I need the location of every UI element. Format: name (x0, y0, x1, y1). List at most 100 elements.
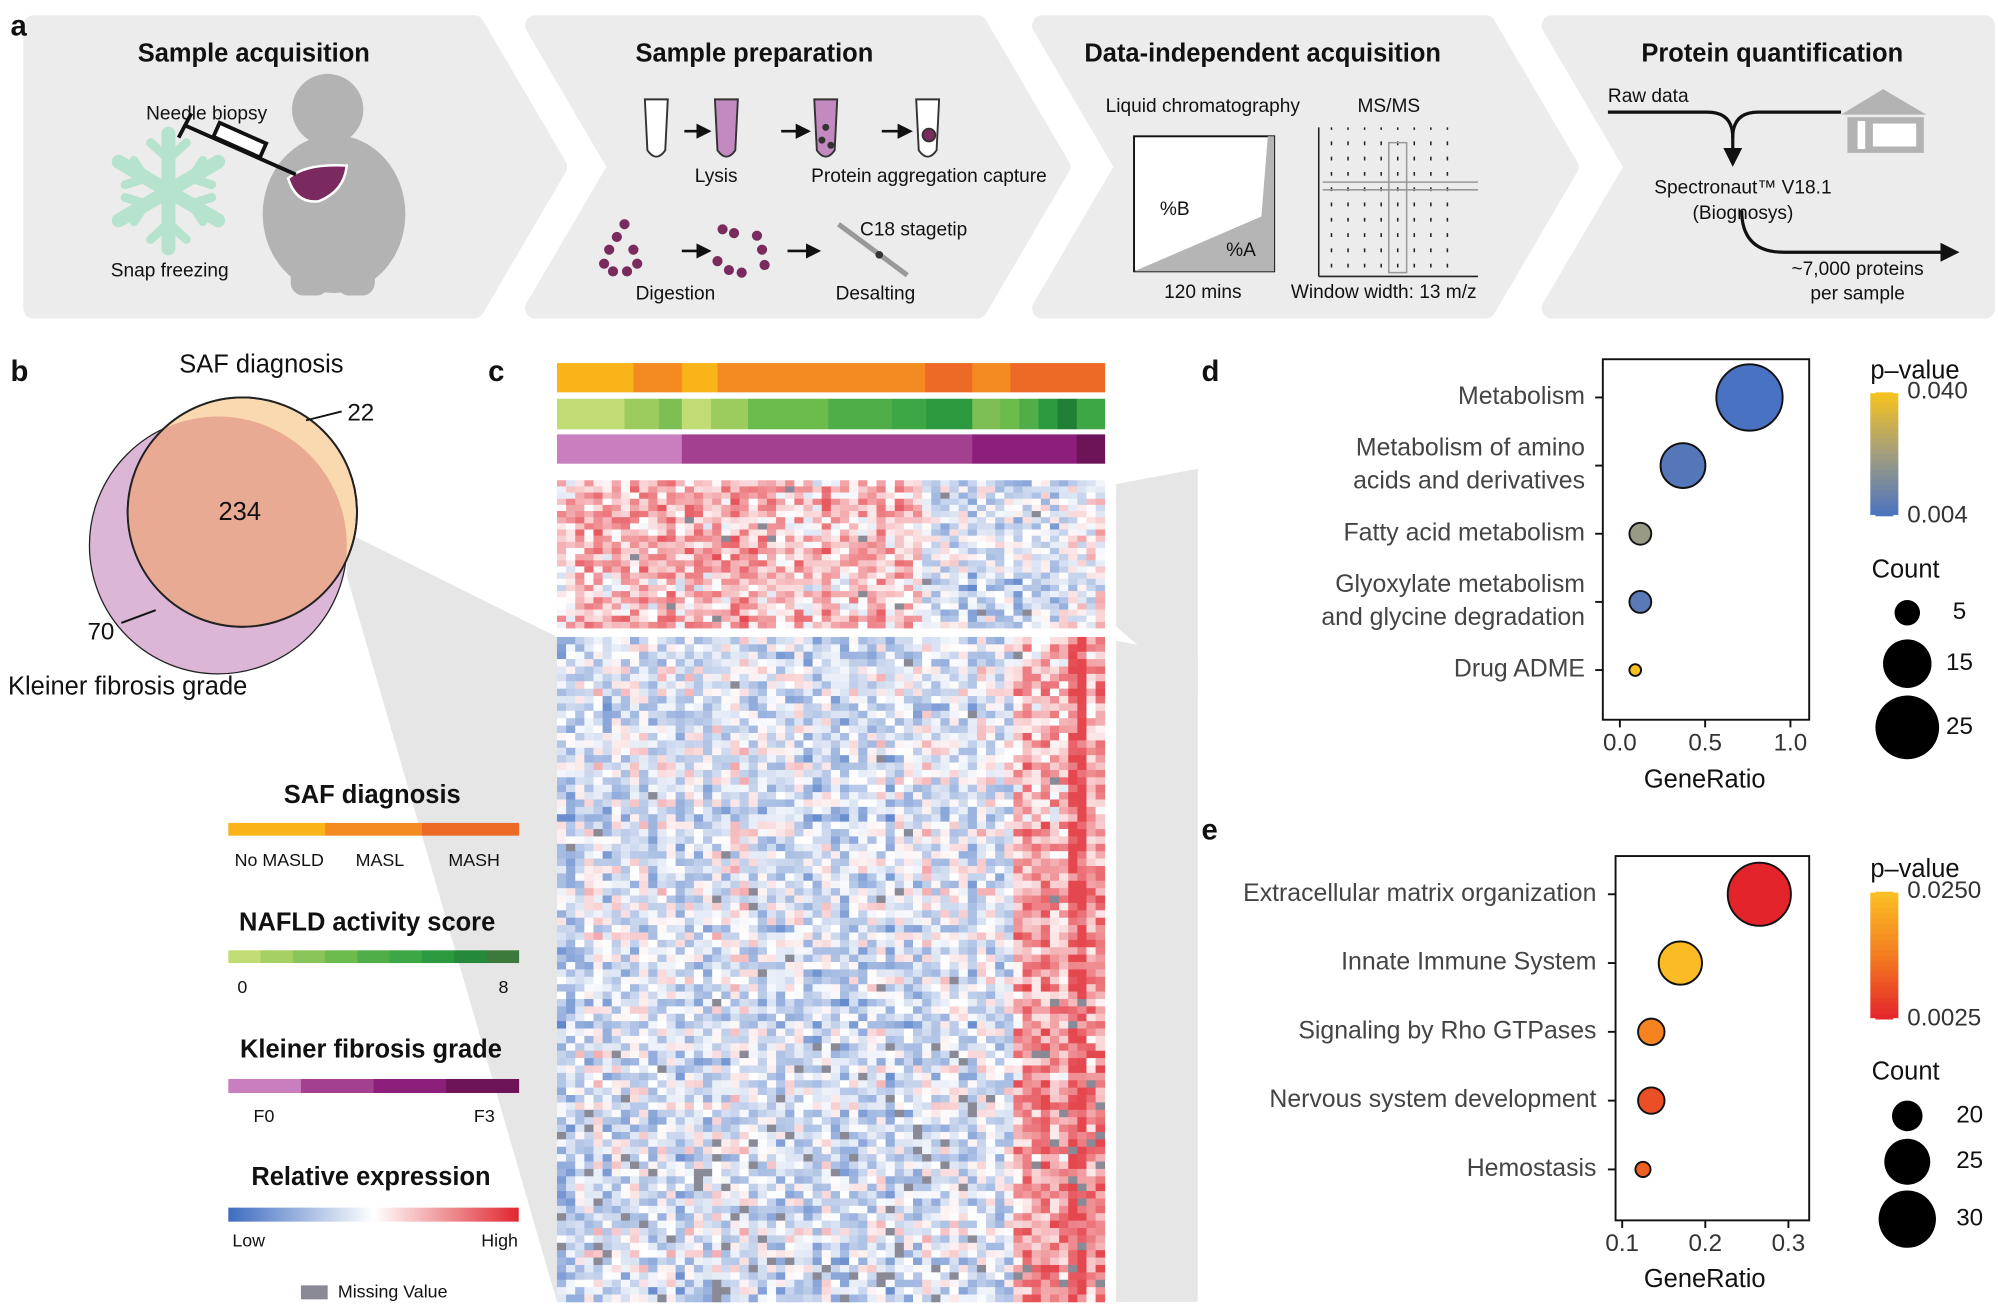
heatmap-cell (1059, 851, 1069, 859)
heatmap-cell (629, 1021, 640, 1029)
heatmap-cell (995, 769, 1005, 778)
heatmap-cell (1077, 947, 1087, 956)
heatmap-cell (858, 498, 868, 506)
heatmap-cell (1013, 591, 1023, 598)
heatmap-cell (1031, 784, 1042, 793)
heatmap-cell (821, 792, 832, 800)
heatmap-cell (657, 947, 667, 956)
heatmap-cell (867, 925, 877, 933)
heatmap-cell (867, 814, 877, 823)
heatmap-cell (684, 609, 695, 617)
heatmap-cell (703, 659, 713, 667)
heatmap-cell (611, 873, 622, 882)
heatmap-cell (1049, 718, 1060, 726)
heatmap-cell (958, 962, 969, 970)
heatmap-cell (730, 560, 740, 567)
heatmap-cell (785, 762, 795, 771)
heatmap-cell (967, 492, 978, 500)
heatmap-cell (675, 523, 686, 530)
heatmap-cell (931, 1050, 941, 1059)
heatmap-cell (913, 1006, 923, 1015)
heatmap-cell (876, 578, 887, 586)
heatmap-cell (867, 732, 877, 741)
heatmap-cell (575, 865, 585, 874)
heatmap-cell (566, 962, 576, 970)
heatmap-cell (639, 1028, 649, 1037)
heatmap-cell (995, 1035, 1005, 1044)
heatmap-cell (995, 718, 1005, 726)
heatmap-cell (629, 703, 640, 712)
heatmap-cell (593, 718, 603, 726)
heatmap-cell (876, 806, 887, 815)
heatmap-cell (958, 560, 969, 567)
heatmap-cell (629, 511, 640, 518)
heatmap-cell (830, 504, 841, 512)
heatmap-cell (922, 747, 932, 756)
heatmap-cell (1095, 615, 1106, 623)
heatmap-cell (995, 591, 1005, 598)
heatmap-cell (1040, 755, 1051, 763)
heatmap-cell (1022, 806, 1033, 815)
heatmap-cell (913, 541, 923, 549)
heatmap-cell (666, 784, 677, 793)
heatmap-cell (730, 517, 740, 524)
heatmap-cell (657, 603, 667, 610)
heatmap-cell (739, 651, 750, 660)
heatmap-cell (885, 504, 896, 512)
heatmap-cell (949, 769, 960, 778)
heatmap-cell (757, 1058, 768, 1066)
heatmap-cell (803, 792, 813, 800)
heatmap-cell (776, 836, 786, 845)
heatmap-cell (931, 480, 941, 487)
heatmap-cell (657, 636, 667, 645)
heatmap-cell (629, 572, 640, 580)
heatmap-cell (976, 888, 987, 896)
heatmap-cell (812, 578, 823, 586)
heatmap-cell (894, 821, 905, 830)
heatmap-cell (894, 572, 905, 580)
heatmap-cell (1095, 584, 1106, 592)
heatmap-cell (776, 732, 786, 741)
heatmap-cell (913, 784, 923, 793)
heatmap-cell (776, 584, 786, 592)
heatmap-cell (1022, 925, 1033, 933)
heatmap-cell (913, 584, 923, 592)
heatmap-cell (611, 498, 622, 506)
heatmap-cell (849, 644, 859, 653)
heatmap-cell (556, 762, 567, 771)
heatmap-cell (785, 498, 795, 506)
heatmap-cell (648, 925, 658, 933)
heatmap-cell (1031, 504, 1042, 512)
heatmap-cell (556, 666, 567, 675)
heatmap-cell (684, 851, 695, 859)
heatmap-cell (602, 954, 613, 963)
heatmap-cell (639, 777, 649, 786)
heatmap-cell (976, 597, 987, 604)
heatmap-cell (593, 769, 603, 778)
heatmap-cell (575, 609, 585, 617)
heatmap-cell (931, 517, 941, 524)
heatmap-cell (922, 710, 932, 719)
heatmap-cell (1068, 718, 1078, 726)
heatmap-cell (839, 991, 850, 1000)
heatmap-cell (1095, 718, 1106, 726)
heatmap-cell (839, 969, 850, 978)
heatmap-cell (967, 529, 978, 537)
heatmap-cell (794, 480, 804, 487)
heatmap-cell (566, 560, 576, 567)
heatmap-cell (629, 492, 640, 500)
heatmap-cell (1059, 747, 1069, 756)
heatmap-cell (675, 1028, 686, 1037)
heatmap-cell (593, 821, 603, 830)
heatmap-cell (949, 777, 960, 786)
heatmap-cell (1059, 486, 1069, 493)
heatmap-cell (1086, 947, 1096, 956)
heatmap-cell (903, 851, 914, 859)
heatmap-cell (776, 962, 786, 970)
heatmap-cell (839, 547, 850, 555)
heatmap-cell (885, 554, 896, 561)
heatmap-cell (629, 584, 640, 592)
heatmap-cell (839, 998, 850, 1007)
heatmap-cell (867, 962, 877, 970)
heatmap-cell (703, 492, 713, 500)
